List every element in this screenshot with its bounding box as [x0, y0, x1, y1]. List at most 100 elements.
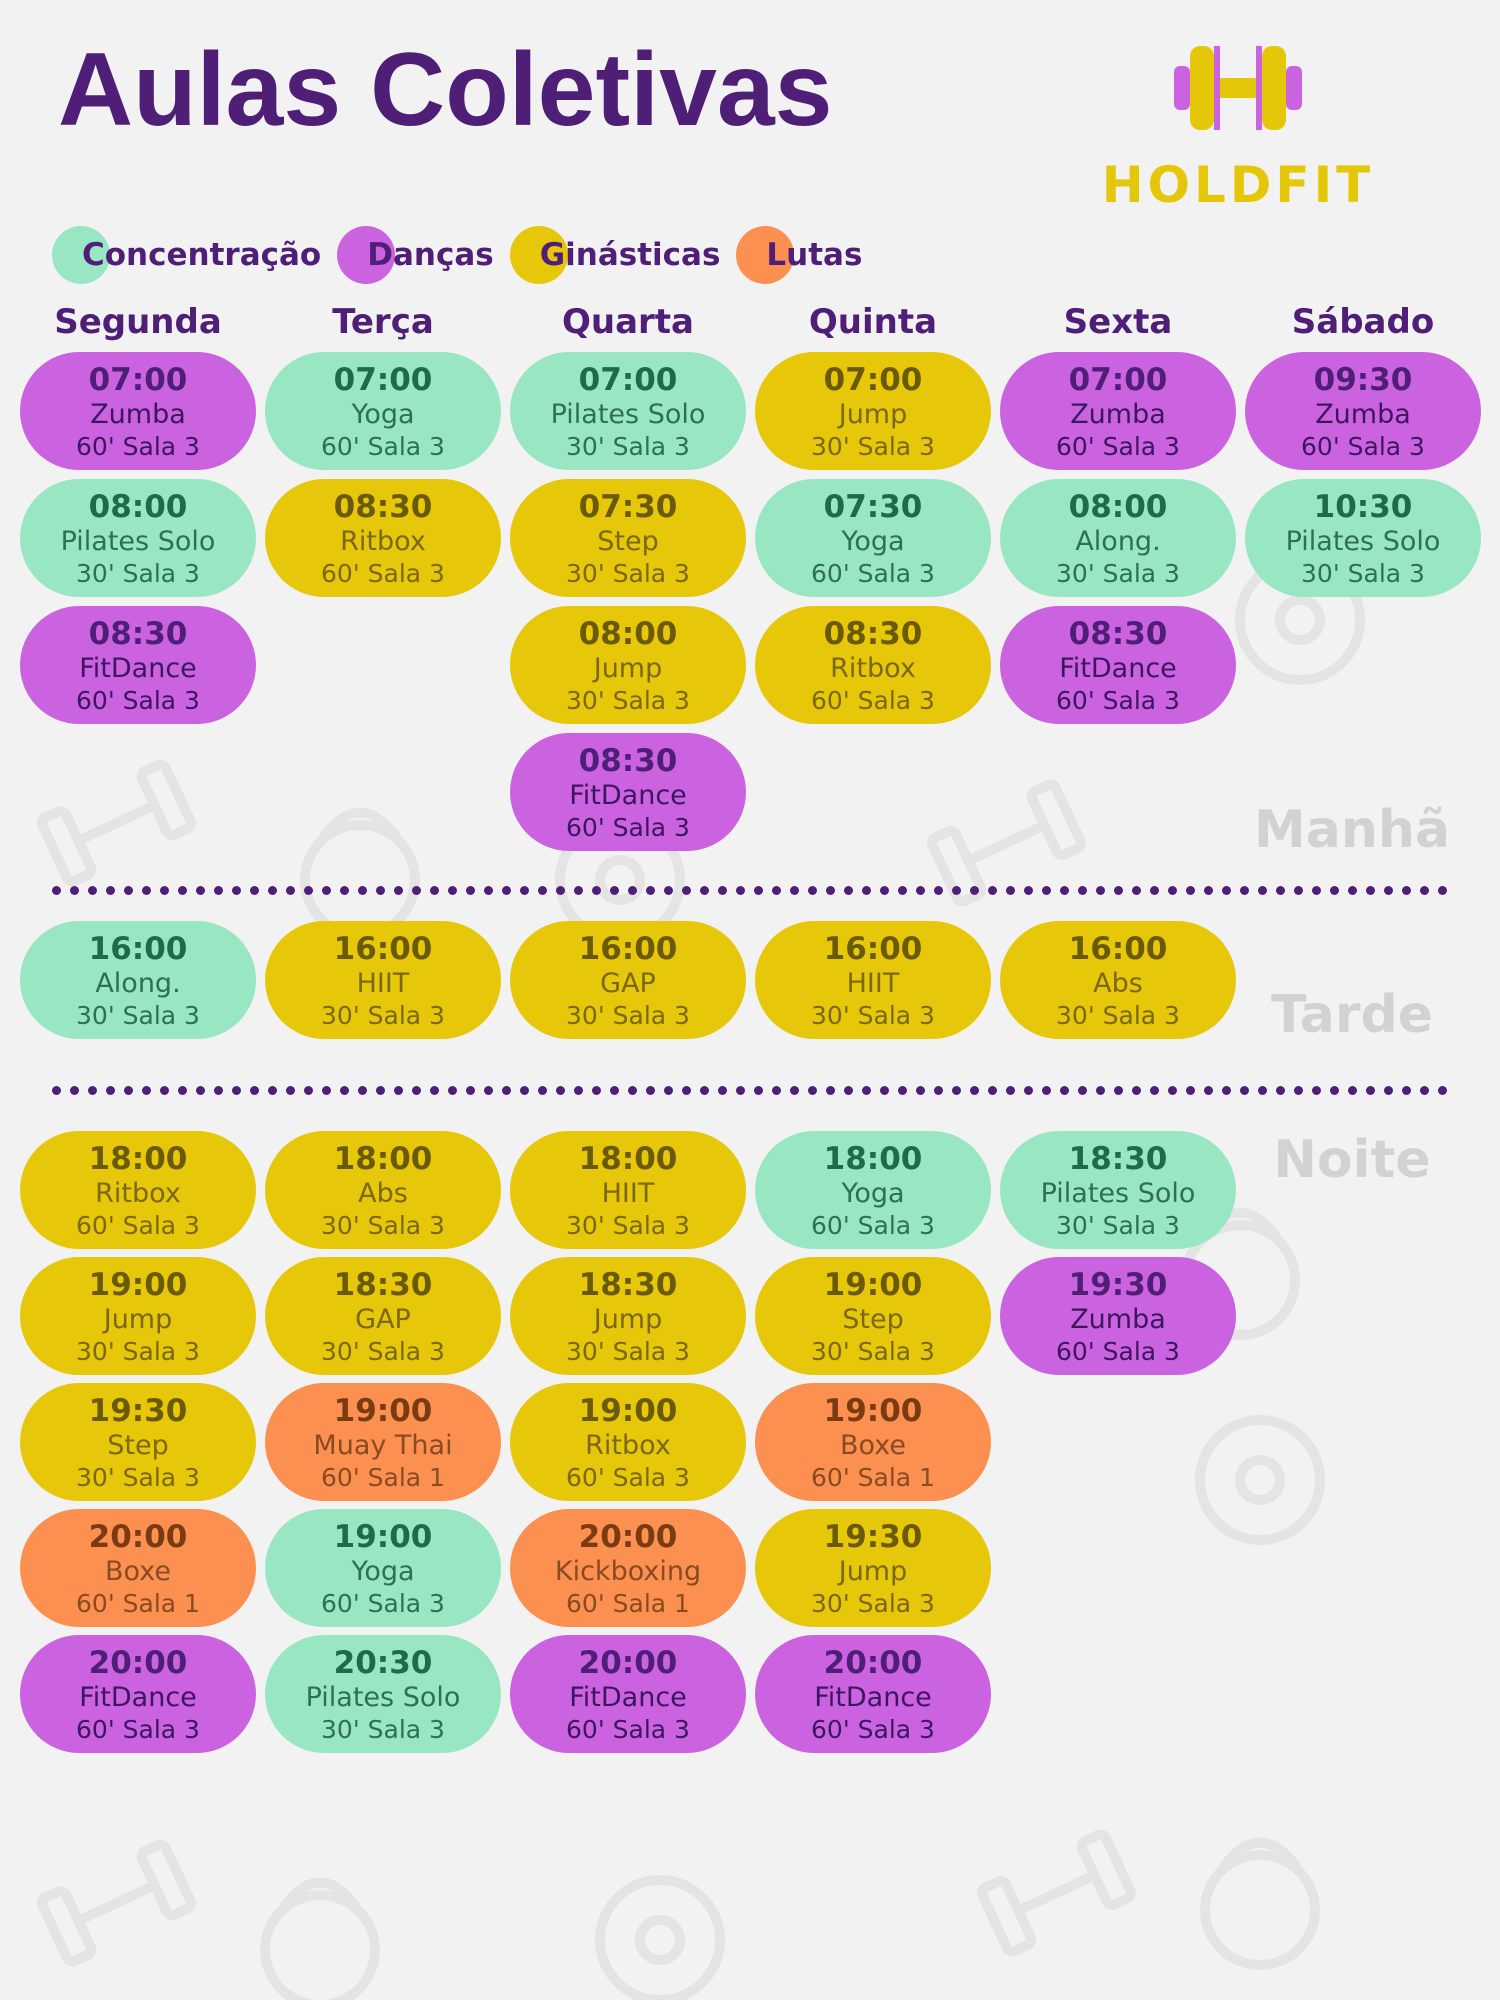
- class-pill: 20:00 FitDance 60' Sala 3: [755, 1635, 991, 1753]
- divider-dot: [1024, 1086, 1033, 1095]
- class-pill: 08:00 Jump 30' Sala 3: [510, 606, 746, 724]
- class-info: 30' Sala 3: [811, 432, 935, 461]
- day-header-quinta: Quinta: [808, 302, 938, 342]
- divider-dot: [430, 1086, 439, 1095]
- class-pill: 20:00 Kickboxing 60' Sala 1: [510, 1509, 746, 1627]
- divider-dot: [610, 1086, 619, 1095]
- divider-dot: [790, 886, 799, 895]
- class-info: 60' Sala 3: [76, 686, 200, 715]
- divider-dot: [1294, 886, 1303, 895]
- divider-dot: [1168, 886, 1177, 895]
- class-name: Jump: [593, 1304, 663, 1335]
- divider-dot: [1204, 886, 1213, 895]
- weight-plate-icon: [595, 1875, 725, 2000]
- class-pill: 18:00 Ritbox 60' Sala 3: [20, 1131, 256, 1249]
- class-info: 60' Sala 3: [1301, 432, 1425, 461]
- class-pill: 08:30 Ritbox 60' Sala 3: [265, 479, 501, 597]
- divider-dot: [1006, 886, 1015, 895]
- class-pill: 19:00 Step 30' Sala 3: [755, 1257, 991, 1375]
- legend-dot: [52, 226, 110, 284]
- class-time: 16:00: [823, 931, 923, 967]
- holdfit-logo: HOLDFIT: [1068, 38, 1408, 218]
- divider-dot: [394, 1086, 403, 1095]
- class-info: 60' Sala 3: [566, 1463, 690, 1492]
- class-name: Step: [107, 1430, 169, 1461]
- page-title: Aulas Coletivas: [58, 32, 833, 148]
- divider-dot: [556, 1086, 565, 1095]
- class-info: 30' Sala 3: [76, 1337, 200, 1366]
- divider-dot: [862, 886, 871, 895]
- class-name: Boxe: [105, 1556, 171, 1587]
- divider-dot: [862, 1086, 871, 1095]
- class-time: 09:30: [1313, 362, 1413, 398]
- divider-dot: [970, 1086, 979, 1095]
- divider-dot: [70, 1086, 79, 1095]
- class-info: 60' Sala 3: [566, 1715, 690, 1744]
- weight-plate-icon: [1195, 1415, 1325, 1545]
- class-info: 60' Sala 3: [566, 813, 690, 842]
- divider-dot: [538, 1086, 547, 1095]
- divider-dot: [772, 1086, 781, 1095]
- class-name: FitDance: [79, 653, 197, 684]
- class-info: 60' Sala 3: [76, 432, 200, 461]
- class-info: 60' Sala 1: [321, 1463, 445, 1492]
- class-pill: 07:00 Zumba 60' Sala 3: [1000, 352, 1236, 470]
- class-time: 18:00: [88, 1141, 188, 1177]
- class-time: 16:00: [1068, 931, 1168, 967]
- legend-label: Concentração: [82, 237, 322, 273]
- divider-dot: [412, 886, 421, 895]
- divider-dot: [664, 886, 673, 895]
- class-time: 16:00: [333, 931, 433, 967]
- divider-dot: [1186, 886, 1195, 895]
- kettlebell-icon: [260, 1877, 380, 2000]
- divider-dot: [1096, 886, 1105, 895]
- divider-dot: [1348, 1086, 1357, 1095]
- class-name: GAP: [600, 968, 656, 999]
- divider-dot: [214, 886, 223, 895]
- divider-dot: [700, 886, 709, 895]
- class-pill: 19:00 Muay Thai 60' Sala 1: [265, 1383, 501, 1501]
- class-pill: 18:00 Yoga 60' Sala 3: [755, 1131, 991, 1249]
- divider-dot: [322, 1086, 331, 1095]
- class-name: FitDance: [1059, 653, 1177, 684]
- divider-dot: [286, 886, 295, 895]
- class-time: 18:00: [333, 1141, 433, 1177]
- divider-dot: [448, 1086, 457, 1095]
- divider-dot: [718, 886, 727, 895]
- class-time: 19:00: [823, 1267, 923, 1303]
- class-info: 30' Sala 3: [566, 1211, 690, 1240]
- dumbbell-icon: [36, 759, 196, 887]
- divider-dot: [106, 1086, 115, 1095]
- divider-dot: [754, 886, 763, 895]
- divider-dot: [1384, 1086, 1393, 1095]
- day-header-sexta: Sexta: [1063, 302, 1173, 342]
- divider-dot: [682, 886, 691, 895]
- class-pill: 07:30 Step 30' Sala 3: [510, 479, 746, 597]
- day-header-quarta: Quarta: [561, 302, 694, 342]
- divider-dot: [754, 1086, 763, 1095]
- legend-label: Danças: [367, 237, 494, 273]
- divider-dot: [1060, 1086, 1069, 1095]
- class-info: 30' Sala 3: [1301, 559, 1425, 588]
- class-time: 08:30: [823, 616, 923, 652]
- class-info: 30' Sala 3: [1056, 1001, 1180, 1030]
- divider-dot: [1330, 886, 1339, 895]
- divider-dot: [376, 886, 385, 895]
- divider-dot: [268, 1086, 277, 1095]
- divider-dot: [1078, 886, 1087, 895]
- divider-dot: [1402, 886, 1411, 895]
- class-name: Ritbox: [95, 1178, 181, 1209]
- divider-dot: [1438, 886, 1447, 895]
- class-name: Zumba: [1315, 399, 1411, 430]
- class-info: 60' Sala 1: [76, 1589, 200, 1618]
- class-pill: 16:00 HIIT 30' Sala 3: [265, 921, 501, 1039]
- class-time: 16:00: [578, 931, 678, 967]
- class-time: 07:00: [1068, 362, 1168, 398]
- divider-dot: [250, 886, 259, 895]
- class-pill: 08:30 Ritbox 60' Sala 3: [755, 606, 991, 724]
- class-time: 19:30: [1068, 1267, 1168, 1303]
- class-name: Pilates Solo: [60, 526, 216, 557]
- divider-dot: [358, 1086, 367, 1095]
- class-time: 18:00: [823, 1141, 923, 1177]
- class-name: HIIT: [846, 968, 900, 999]
